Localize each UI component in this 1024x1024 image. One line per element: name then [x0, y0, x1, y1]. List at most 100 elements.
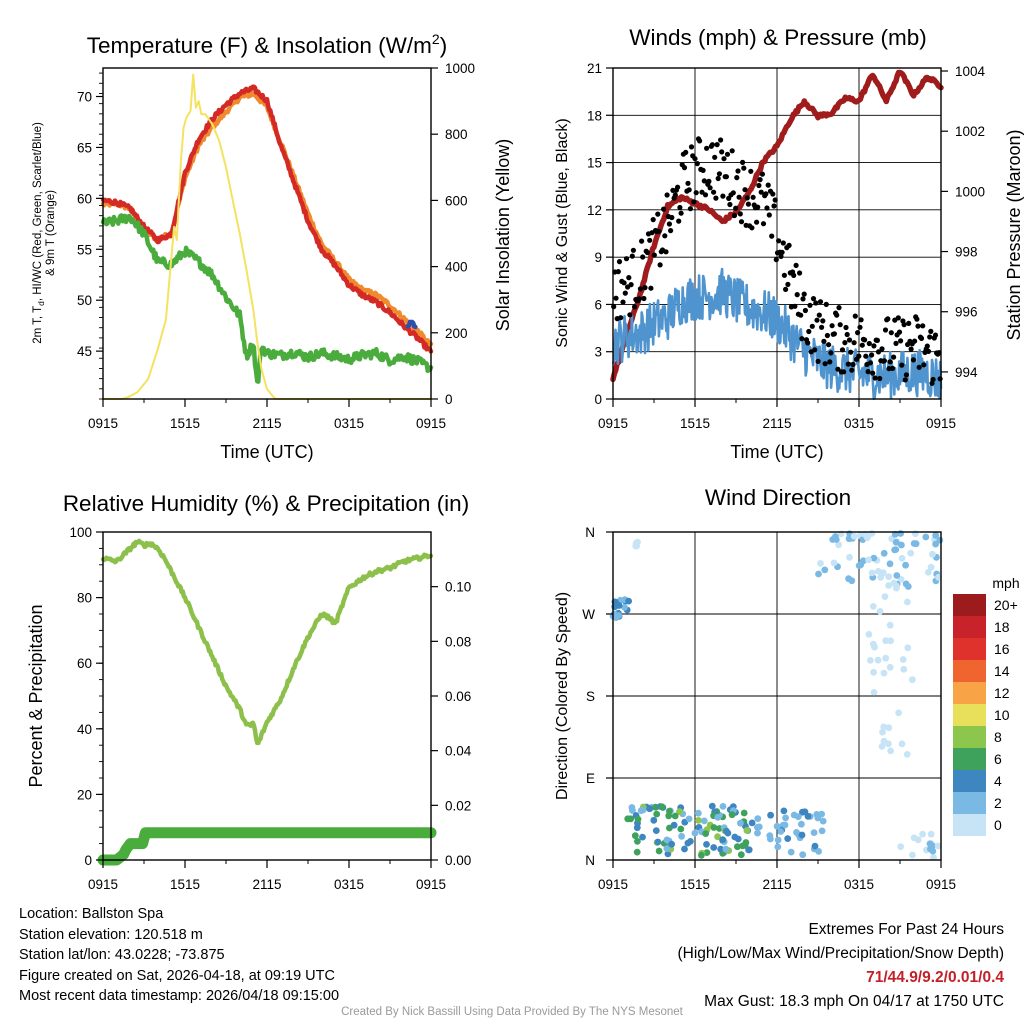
gust-point [835, 366, 841, 372]
gust-point [813, 300, 819, 306]
gust-point [927, 334, 933, 340]
direction-point [891, 531, 899, 538]
direction-point [881, 593, 889, 600]
x-tick-label: 0915 [598, 416, 628, 431]
gust-point [764, 205, 770, 211]
gust-point [704, 145, 710, 151]
direction-point [678, 832, 685, 840]
gust-point [842, 340, 848, 346]
gust-point [655, 211, 661, 217]
gust-point [812, 347, 818, 353]
gust-point [857, 324, 863, 330]
gust-point [720, 193, 726, 199]
gust-point [778, 253, 784, 259]
y-tick-label: 55 [77, 242, 92, 257]
right-y-tick-label: 0.10 [445, 580, 471, 595]
direction-point [639, 833, 646, 841]
legend-label: 10 [994, 707, 1010, 723]
y-tick-label: E [586, 771, 595, 786]
direction-point [935, 573, 942, 581]
extremes-title: Extremes For Past 24 Hours [808, 921, 1004, 938]
direction-point [702, 830, 710, 837]
direction-point [897, 843, 905, 851]
direction-point [930, 854, 937, 861]
direction-point [781, 821, 789, 829]
right-y-tick-label: 800 [445, 127, 468, 142]
gust-point [713, 195, 719, 201]
gust-point [845, 361, 851, 367]
direction-point [743, 827, 751, 834]
gust-point [672, 192, 678, 198]
gust-point [675, 184, 681, 190]
gust-point [637, 286, 644, 292]
gust-point [626, 275, 632, 281]
direction-point [909, 851, 916, 859]
legend-swatch [953, 638, 986, 660]
gust-point [738, 219, 745, 225]
legend-swatch [953, 792, 986, 814]
gust-point [817, 299, 824, 305]
direction-point [936, 536, 944, 544]
gust-point [855, 330, 861, 336]
gust-point [799, 336, 805, 342]
gust-point [815, 358, 821, 364]
gust-point [820, 318, 826, 324]
legend-swatch [953, 660, 986, 682]
direction-point [719, 803, 727, 810]
gust-point [620, 299, 626, 305]
gust-point [627, 312, 633, 318]
gust-point [881, 358, 888, 364]
gust-point [706, 178, 712, 184]
gust-point [793, 262, 799, 268]
gust-point [891, 354, 897, 360]
gust-point [869, 352, 875, 358]
gust-point [863, 353, 869, 359]
direction-point [799, 851, 807, 859]
right-y-tick-label: 0 [445, 392, 453, 407]
direction-point [880, 723, 888, 731]
gust-point [914, 316, 920, 322]
gust-point [889, 365, 896, 371]
humidity-plot-frame [102, 531, 432, 861]
direction-point [904, 583, 912, 590]
gust-point [686, 187, 692, 193]
station-info: Location: Ballston Spa Station elevation… [19, 904, 339, 1007]
gust-point [666, 221, 673, 227]
y-tick-label: 80 [77, 591, 92, 606]
gust-point [882, 327, 889, 333]
gust-point [844, 331, 850, 338]
gust-point [877, 375, 883, 382]
gust-point [852, 313, 858, 319]
direction-point [818, 827, 826, 835]
direction-point [631, 832, 639, 840]
direction-point [932, 531, 940, 539]
y-tick-label: 60 [77, 191, 92, 206]
gust-point [678, 210, 684, 216]
direction-point [912, 540, 920, 548]
direction-point [777, 828, 784, 835]
y-tick-label: 100 [69, 525, 92, 540]
gust-point [915, 323, 921, 329]
direction-point [879, 728, 886, 736]
gust-point [800, 296, 806, 302]
direction-point [900, 665, 908, 673]
x-tick-label: 0915 [416, 416, 446, 431]
y-tick-label: 21 [587, 61, 602, 76]
gust-point [740, 159, 746, 165]
gust-point [895, 315, 901, 321]
direction-point [655, 847, 663, 855]
direction-point [874, 656, 882, 664]
gust-point [621, 280, 627, 286]
right-y-tick-label: 1002 [955, 124, 985, 139]
gust-point [707, 185, 713, 191]
right-y-tick-label: 0.04 [445, 744, 472, 759]
gust-point [755, 204, 761, 210]
direction-point [694, 809, 702, 817]
direction-point [658, 803, 666, 811]
insolation-y-axis-label: Solar Insolation (Yellow) [493, 139, 513, 331]
location-text: Location: Ballston Spa [19, 906, 164, 922]
gust-point [651, 252, 657, 258]
latlon-text: Station lat/lon: 43.0228; -73.875 [19, 947, 225, 963]
direction-point [927, 563, 935, 571]
gust-point [718, 137, 724, 143]
